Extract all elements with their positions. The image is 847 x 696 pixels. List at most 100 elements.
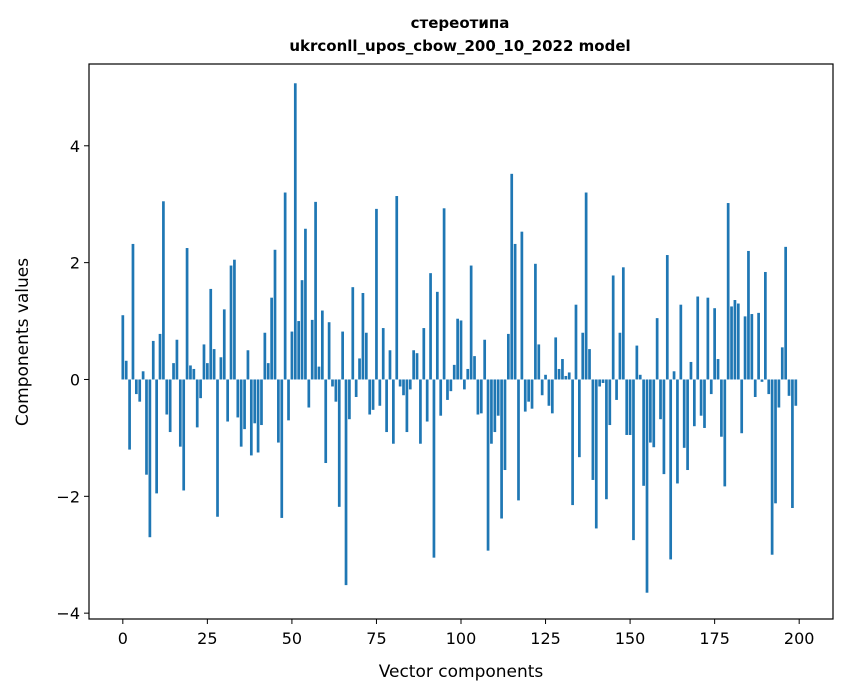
bar: [530, 379, 534, 409]
bar: [787, 379, 791, 396]
bar: [392, 379, 395, 444]
bar: [534, 263, 537, 380]
bar: [753, 379, 757, 397]
bar: [713, 308, 716, 380]
bar: [310, 319, 314, 380]
bar: [625, 379, 629, 435]
bar: [121, 315, 125, 380]
y-axis-ticks: −4 −2 0 2 4: [56, 137, 89, 623]
x-tick-label: 0: [118, 629, 128, 648]
bar: [314, 201, 317, 380]
bar: [669, 379, 673, 560]
bar: [598, 379, 602, 387]
x-axis-ticks: 0 25 50 75 100 125 150 175 200: [118, 619, 814, 648]
bar: [415, 353, 419, 380]
bar: [720, 379, 723, 437]
bar: [327, 322, 331, 380]
bar: [435, 291, 439, 380]
y-tick-label: 4: [70, 137, 80, 156]
bar: [794, 379, 798, 406]
bar: [419, 379, 422, 444]
bar: [280, 379, 284, 518]
bar: [770, 379, 774, 555]
bar: [743, 316, 747, 380]
bar: [550, 379, 554, 414]
bar: [777, 379, 781, 408]
bar: [581, 332, 585, 380]
bar: [736, 303, 740, 380]
bar: [611, 275, 615, 380]
bar: [594, 379, 598, 529]
bar: [307, 379, 311, 408]
bar: [297, 321, 301, 380]
bar: [371, 379, 375, 410]
bar: [608, 379, 612, 426]
bar: [283, 192, 287, 380]
bar: [151, 340, 155, 380]
bar: [358, 358, 361, 380]
bar: [503, 379, 507, 471]
bar: [500, 379, 503, 519]
bar: [253, 379, 257, 424]
bar: [540, 379, 544, 396]
bar: [554, 337, 558, 380]
bar: [557, 368, 561, 380]
bar: [456, 318, 459, 380]
bar: [442, 208, 446, 380]
bar: [381, 328, 385, 380]
bar: [578, 379, 581, 458]
bar: [523, 379, 527, 412]
bar: [774, 379, 777, 504]
bar: [469, 265, 473, 380]
bar: [354, 379, 358, 397]
bar: [138, 379, 142, 402]
bar: [473, 356, 476, 380]
bar: [686, 379, 689, 471]
bar: [662, 379, 666, 475]
y-tick-label: −2: [56, 487, 80, 506]
bar: [134, 379, 138, 395]
bar: [716, 359, 720, 380]
x-tick-label: 175: [699, 629, 730, 648]
bar: [216, 379, 219, 517]
bar: [791, 379, 794, 508]
bar: [317, 366, 321, 380]
bar: [178, 379, 182, 447]
bar: [588, 349, 591, 380]
bar: [341, 331, 344, 380]
bar: [148, 379, 152, 538]
bar: [219, 357, 223, 380]
bar: [490, 379, 493, 444]
bar: [182, 379, 186, 491]
bar: [162, 201, 165, 380]
bar: [486, 379, 490, 551]
bar: [233, 259, 236, 380]
bar: [659, 379, 662, 420]
bar: [290, 331, 294, 380]
bar: [432, 379, 436, 558]
y-tick-label: −4: [56, 604, 80, 623]
bar: [165, 379, 169, 415]
y-tick-label: 2: [70, 254, 80, 273]
bar: [642, 379, 645, 486]
bar: [689, 361, 693, 380]
bar: [263, 332, 267, 380]
bar: [229, 265, 233, 380]
bar: [699, 379, 703, 416]
bar: [202, 344, 206, 380]
x-tick-label: 150: [615, 629, 646, 648]
bar: [375, 208, 378, 380]
bar: [733, 300, 737, 380]
bar: [364, 332, 368, 380]
bar: [388, 350, 392, 380]
bar: [676, 379, 679, 484]
bar: [506, 333, 510, 380]
bar: [337, 379, 341, 507]
bar: [665, 255, 669, 380]
bar: [655, 318, 659, 380]
bar: [510, 173, 514, 380]
bar: [385, 379, 388, 433]
x-tick-label: 50: [282, 629, 302, 648]
bar: [192, 368, 196, 380]
